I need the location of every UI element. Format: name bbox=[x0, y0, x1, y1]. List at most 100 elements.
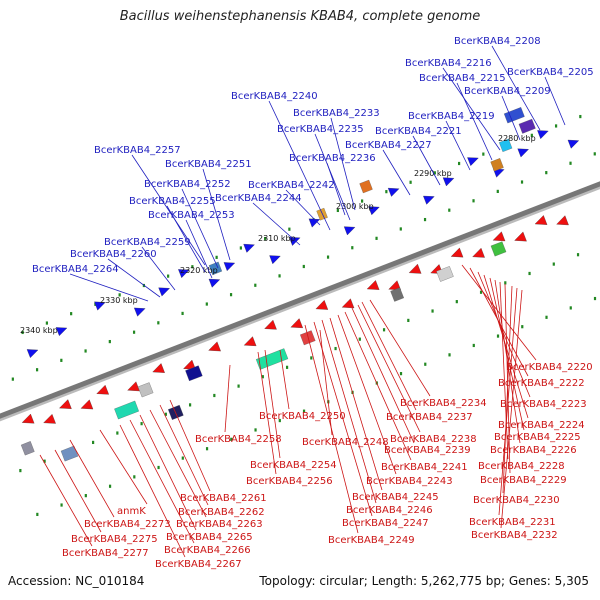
forward-leader-line bbox=[131, 154, 206, 266]
tick-dot bbox=[19, 468, 22, 473]
forward-gene-label: BcerKBAB4_2244 bbox=[215, 193, 302, 204]
reverse-gene-arrow bbox=[514, 231, 527, 242]
reverse-gene-arrow bbox=[315, 299, 329, 310]
reverse-leader-line bbox=[54, 449, 102, 533]
reverse-gene-label: BcerKBAB4_2273 bbox=[84, 519, 171, 530]
forward-gene-label: BcerKBAB4_2255 bbox=[129, 196, 216, 207]
forward-leader-line bbox=[442, 67, 501, 151]
tick-dot bbox=[407, 318, 410, 323]
reverse-leader-line bbox=[344, 311, 412, 461]
reverse-leader-line bbox=[129, 419, 195, 544]
tick-dot bbox=[108, 339, 111, 344]
tick-dot bbox=[164, 412, 167, 416]
forward-gene-label: BcerKBAB4_2259 bbox=[104, 237, 191, 248]
forward-leader-line bbox=[268, 100, 331, 231]
tick-dot bbox=[448, 208, 451, 212]
backbone-line bbox=[0, 181, 600, 419]
accession-text: Accession: NC_010184 bbox=[8, 574, 145, 588]
tick-dot bbox=[504, 281, 507, 285]
forward-gene-arrow bbox=[442, 177, 455, 187]
reverse-gene-arrow bbox=[472, 247, 485, 258]
forward-feature-box bbox=[518, 118, 536, 134]
map-title: Bacillus weihenstephanensis KBAB4, compl… bbox=[119, 9, 481, 24]
forward-gene-arrow bbox=[26, 349, 39, 359]
forward-gene-label: BcerKBAB4_2242 bbox=[248, 180, 335, 191]
kbp-tick-label: 2310 kbp bbox=[258, 234, 296, 243]
reverse-gene-label: BcerKBAB4_2234 bbox=[400, 398, 487, 409]
summary-text: Topology: circular; Length: 5,262,775 bp… bbox=[259, 574, 589, 588]
reverse-gene-label: BcerKBAB4_2232 bbox=[471, 530, 558, 541]
forward-gene-arrow bbox=[133, 307, 146, 317]
tick-dot bbox=[409, 180, 412, 184]
forward-leader-line bbox=[181, 188, 219, 269]
reverse-gene-label: BcerKBAB4_2247 bbox=[342, 518, 429, 529]
reverse-leader-line bbox=[224, 364, 231, 433]
tick-dot bbox=[213, 393, 216, 398]
tick-dot bbox=[285, 365, 289, 369]
tick-dot bbox=[278, 418, 281, 423]
reverse-feature-box bbox=[185, 365, 203, 382]
kbp-tick-label: 2280 kbp bbox=[498, 134, 536, 143]
reverse-leader-line bbox=[329, 317, 383, 491]
reverse-leader-line bbox=[504, 283, 511, 474]
forward-labels: BcerKBAB4_2208 BcerKBAB4_2216 BcerKBAB4_22… bbox=[32, 36, 594, 302]
reverse-leader-line bbox=[351, 307, 415, 444]
reverse-gene-label: BcerKBAB4_2277 bbox=[62, 548, 149, 559]
tick-dot bbox=[448, 353, 451, 357]
reverse-gene-arrow bbox=[43, 413, 56, 424]
tick-dot bbox=[310, 356, 313, 360]
forward-leader-line bbox=[252, 202, 301, 246]
forward-gene-label: BcerKBAB4_2264 bbox=[32, 264, 119, 275]
kbp-tick-label: 2300 kbp bbox=[336, 202, 374, 211]
tick-dot bbox=[593, 152, 596, 156]
forward-gene-arrow bbox=[387, 187, 400, 197]
reverse-gene-arrow bbox=[152, 363, 165, 373]
tick-dot bbox=[399, 372, 403, 376]
reverse-gene-label: BcerKBAB4_2237 bbox=[386, 412, 473, 423]
reverse-gene-arrow bbox=[492, 231, 506, 242]
tick-dot bbox=[191, 265, 194, 269]
tick-dot bbox=[60, 358, 63, 362]
forward-gene-arrow bbox=[94, 301, 106, 311]
reverse-gene-label: BcerKBAB4_2239 bbox=[384, 445, 471, 456]
tick-dot bbox=[302, 264, 305, 269]
forward-leader-line bbox=[330, 117, 356, 211]
tick-dot bbox=[84, 349, 87, 353]
forward-feature-box bbox=[499, 138, 513, 152]
tick-dot bbox=[157, 321, 160, 325]
reverse-leader-line bbox=[369, 299, 431, 397]
reverse-leader-line bbox=[502, 285, 513, 494]
tick-dot bbox=[423, 217, 427, 222]
tick-dot bbox=[254, 283, 257, 287]
reverse-leader-line bbox=[264, 349, 281, 459]
reverse-feature-box bbox=[114, 400, 139, 420]
reverse-leader-line bbox=[483, 274, 529, 419]
forward-leader-line bbox=[326, 162, 346, 216]
tick-dot bbox=[43, 459, 46, 463]
reverse-gene-label: BcerKBAB4_2226 bbox=[490, 445, 577, 456]
tick-dot bbox=[545, 171, 548, 175]
reverse-gene-label: BcerKBAB4_2230 bbox=[473, 495, 560, 506]
reverse-feature-box bbox=[390, 287, 404, 302]
tick-dot bbox=[70, 312, 73, 316]
reverse-leader-line bbox=[159, 404, 209, 506]
reverse-gene-label: BcerKBAB4_2256 bbox=[246, 476, 333, 487]
forward-gene-label: BcerKBAB4_2240 bbox=[231, 91, 318, 102]
tick-dot bbox=[545, 315, 548, 319]
forward-leader-line bbox=[202, 168, 231, 261]
reverse-gene-arrow bbox=[208, 341, 221, 352]
tick-dot bbox=[569, 306, 572, 310]
tick-dot bbox=[482, 152, 485, 156]
tick-dot bbox=[382, 328, 386, 332]
reverse-leader-line bbox=[461, 264, 537, 361]
reverse-feature-box bbox=[60, 445, 79, 462]
forward-leader-line bbox=[314, 133, 351, 221]
backbone-group bbox=[0, 181, 600, 422]
tick-dot bbox=[472, 199, 475, 203]
tick-dot bbox=[336, 208, 339, 213]
forward-leader-line bbox=[456, 82, 493, 161]
forward-gene-label: BcerKBAB4_2216 bbox=[405, 58, 492, 69]
forward-feature-box bbox=[490, 158, 504, 172]
tick-dot bbox=[479, 290, 483, 294]
reverse-feature-box bbox=[20, 441, 35, 456]
